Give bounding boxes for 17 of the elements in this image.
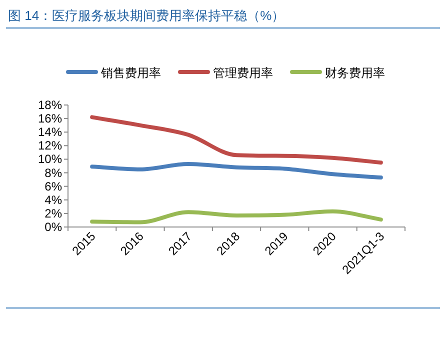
y-tick-label: 2% bbox=[44, 206, 62, 220]
line-series bbox=[90, 115, 383, 165]
legend-label: 管理费用率 bbox=[213, 66, 273, 80]
y-tick-label: 0% bbox=[44, 220, 62, 234]
line-series bbox=[90, 209, 383, 224]
y-tick-label: 12% bbox=[38, 138, 62, 153]
y-tick-label: 10% bbox=[38, 152, 62, 166]
y-tick-label: 6% bbox=[44, 179, 62, 194]
y-tick-label: 16% bbox=[38, 112, 62, 126]
line-series bbox=[90, 162, 383, 180]
y-tick-label: 18% bbox=[38, 98, 62, 112]
legend-label: 销售费用率 bbox=[100, 66, 161, 80]
y-tick-label: 14% bbox=[38, 125, 62, 140]
y-tick-label: 4% bbox=[44, 192, 62, 207]
y-tick-label: 8% bbox=[44, 166, 62, 180]
chart-title: 图 14：医疗服务板块期间费用率保持平稳（%） bbox=[8, 8, 285, 23]
legend-label: 财务费用率 bbox=[325, 66, 385, 80]
